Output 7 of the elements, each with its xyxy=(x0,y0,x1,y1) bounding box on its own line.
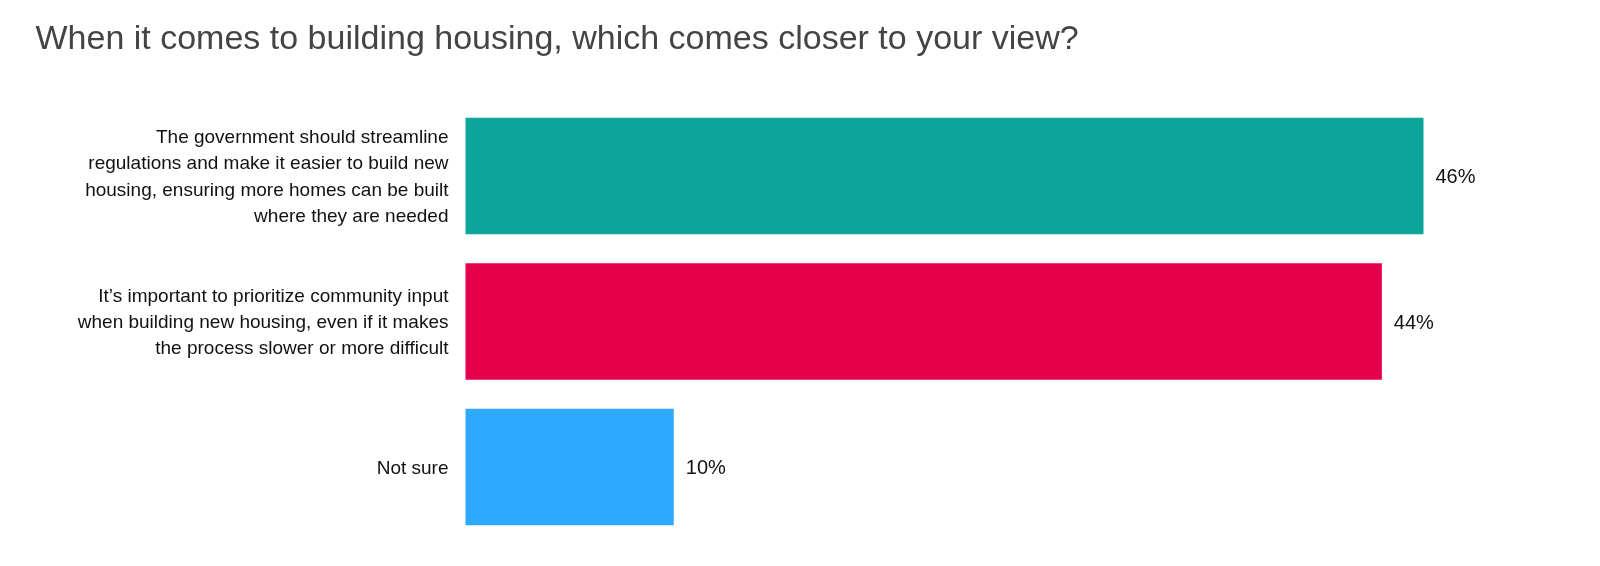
y-tick-label: It’s important to prioritize community input when building new housing, even if it makes the process slower or more difficult xyxy=(76,284,450,359)
y-tick-label: Not sure xyxy=(376,456,449,478)
data-label: 44% xyxy=(1393,310,1435,333)
y-tick-label: The government should streamline regulations and make it easier to build new housing, ensuring more homes can be built where they are needed xyxy=(85,125,450,227)
data-label: 10% xyxy=(685,456,727,478)
data-label: 46% xyxy=(1435,165,1476,187)
chart-title: When it comes to building housing, which comes closer to your view? xyxy=(35,17,1079,56)
